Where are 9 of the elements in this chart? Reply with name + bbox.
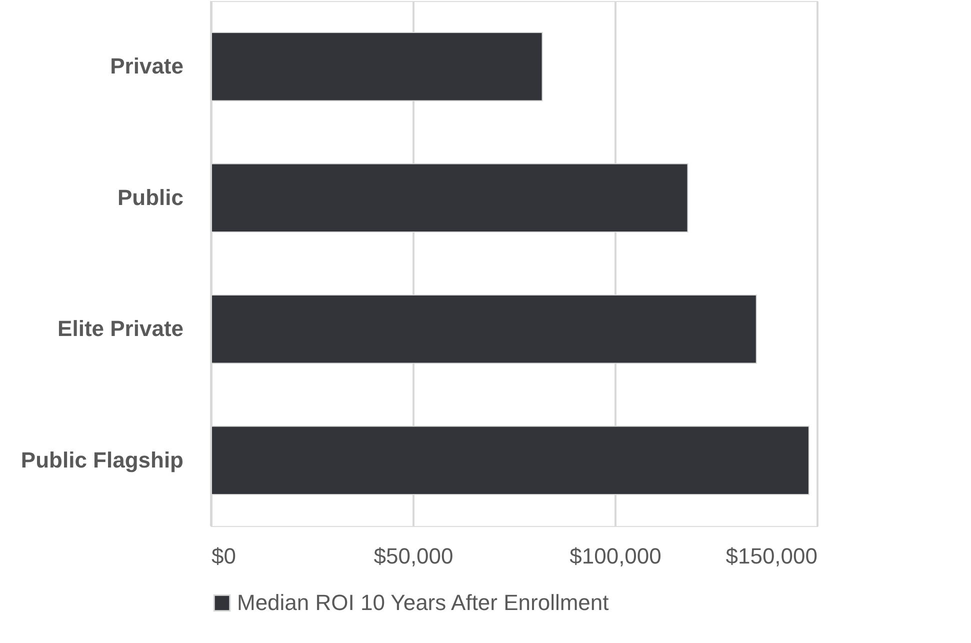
y-tick-label: Elite Private — [58, 316, 184, 342]
y-tick-label: Public — [117, 184, 184, 210]
x-tick-label: $150,000 — [726, 544, 818, 568]
legend-label: Median ROI 10 Years After Enrollment — [237, 590, 609, 615]
y-tick-label: Private — [110, 54, 184, 79]
x-tick-label: $100,000 — [570, 544, 662, 568]
y-tick-label: Public Flagship — [20, 447, 184, 472]
x-tick-label: $50,000 — [374, 544, 454, 568]
x-tick-label: $0 — [212, 544, 236, 568]
